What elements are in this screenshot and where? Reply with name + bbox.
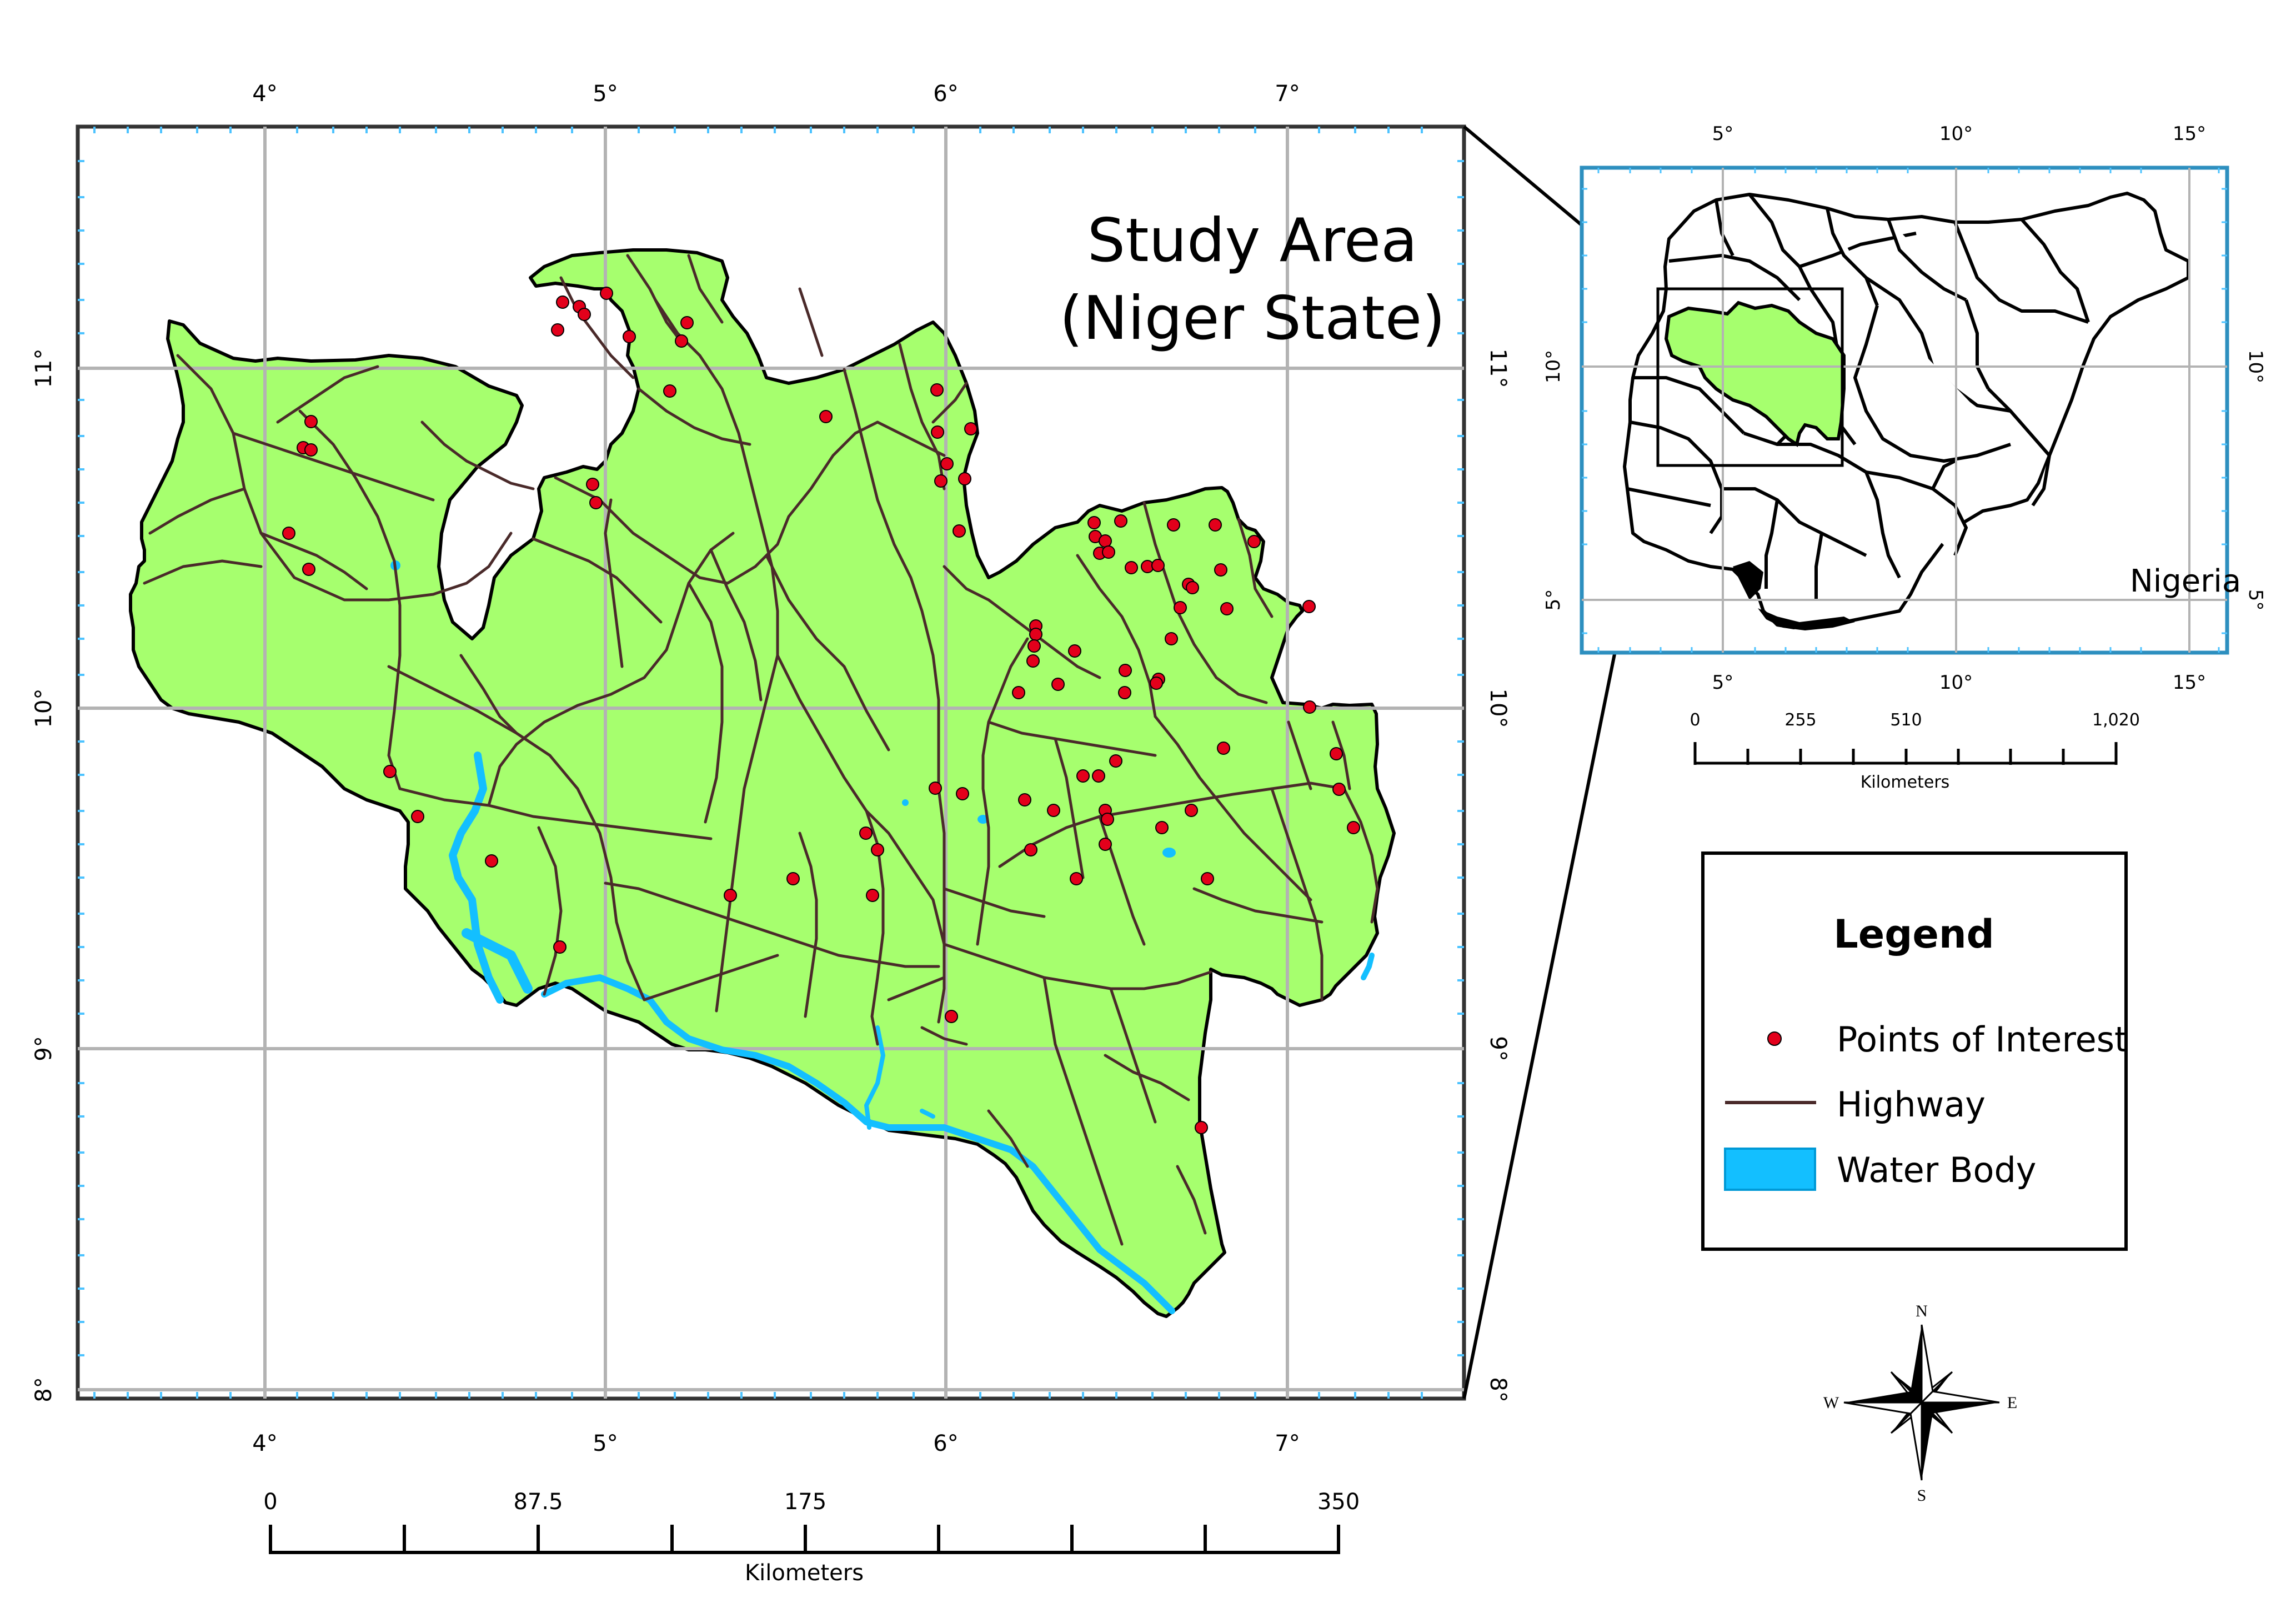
inset-lat-label-right-10: 10° [2244, 350, 2267, 383]
inset-lon-label-bottom-15: 15° [2173, 672, 2206, 694]
inset-map: Nigeria 5° 10° 15° 5° 10° 15° 10° 5° 10°… [1542, 123, 2267, 792]
lat-label-right-10: 10° [1485, 689, 1511, 728]
lat-label-left-11: 11° [31, 349, 57, 388]
lon-label-bottom-7: 7° [1275, 1431, 1300, 1456]
inset-country-label: Nigeria [2130, 563, 2241, 599]
compass-rose-icon: N S E W [1823, 1302, 2017, 1505]
main-map-graticule [78, 127, 1464, 1399]
compass-e-label: E [2007, 1394, 2017, 1412]
map-title-line-1: Study Area [1087, 206, 1418, 275]
inset-extent-box [1656, 287, 1844, 467]
inset-scale-label-255: 255 [1784, 710, 1816, 730]
inset-lat-label-left-10: 10° [1542, 350, 1565, 383]
inset-lon-label-bottom-10: 10° [1939, 672, 1973, 694]
inset-scale-label-510: 510 [1890, 710, 1922, 730]
lat-label-right-11: 11° [1485, 349, 1511, 388]
main-map: Study Area (Niger State) 4° 5° 6° 7° 4° … [31, 81, 1511, 1586]
lat-label-left-8: 8° [31, 1377, 57, 1402]
scale-label-350: 350 [1317, 1489, 1360, 1515]
main-scale-bar: 0 87.5 175 350 Kilometers [263, 1489, 1360, 1586]
lat-label-right-9: 9° [1485, 1036, 1511, 1061]
legend-title: Legend [1833, 911, 1994, 957]
compass-s-label: S [1917, 1486, 1927, 1505]
inset-coastal-features [1733, 561, 1855, 630]
inset-lon-label-bottom-5: 5° [1712, 672, 1734, 694]
map-title-line-2: (Niger State) [1060, 284, 1446, 353]
inset-lon-label-top-10: 10° [1939, 123, 1973, 145]
nigeria-states [1623, 192, 2190, 629]
legend-item-water-body: Water Body [1837, 1150, 2037, 1190]
lon-label-top-5: 5° [593, 81, 618, 107]
legend-item-points-of-interest: Points of Interest [1837, 1019, 2128, 1060]
inset-scale-label-0: 0 [1690, 710, 1700, 730]
scale-label-87-5: 87.5 [513, 1489, 563, 1515]
legend-point-symbol [1767, 1031, 1782, 1046]
scale-label-175: 175 [784, 1489, 826, 1515]
inset-scale-unit-label: Kilometers [1861, 773, 1950, 792]
inset-lat-label-right-5: 5° [2244, 589, 2267, 611]
lon-label-top-6: 6° [933, 81, 958, 107]
inset-lon-label-top-5: 5° [1712, 123, 1734, 145]
inset-graticule [1582, 168, 2227, 653]
highways [143, 254, 1379, 1246]
lat-label-left-9: 9° [31, 1036, 57, 1061]
legend-item-highway: Highway [1837, 1084, 1986, 1125]
lon-label-bottom-5: 5° [593, 1431, 618, 1456]
inset-scale-label-1020: 1,020 [2092, 710, 2140, 730]
compass-n-label: N [1916, 1302, 1928, 1320]
lat-label-left-10: 10° [31, 689, 57, 728]
inset-niger-state [1664, 300, 1846, 447]
lon-label-bottom-4: 4° [252, 1431, 277, 1456]
main-map-tick-marks [78, 127, 1464, 1399]
inset-lat-label-left-5: 5° [1542, 589, 1565, 611]
legend: Legend Points of Interest Highway Water … [1701, 851, 2128, 1251]
compass-w-label: W [1823, 1394, 1839, 1412]
points-of-interest [282, 287, 1360, 1134]
inset-scale-bar: 0 255 510 1,020 Kilometers [1690, 710, 2139, 792]
scale-label-0: 0 [263, 1489, 277, 1515]
lat-label-right-8: 8° [1485, 1377, 1511, 1402]
inset-lon-label-top-15: 15° [2173, 123, 2206, 145]
legend-polygon-symbol [1724, 1148, 1816, 1191]
lon-label-bottom-6: 6° [933, 1431, 958, 1456]
lon-label-top-4: 4° [252, 81, 277, 107]
scale-unit-label: Kilometers [745, 1560, 864, 1586]
lon-label-top-7: 7° [1275, 81, 1300, 107]
inset-tick-marks [1582, 168, 2227, 653]
